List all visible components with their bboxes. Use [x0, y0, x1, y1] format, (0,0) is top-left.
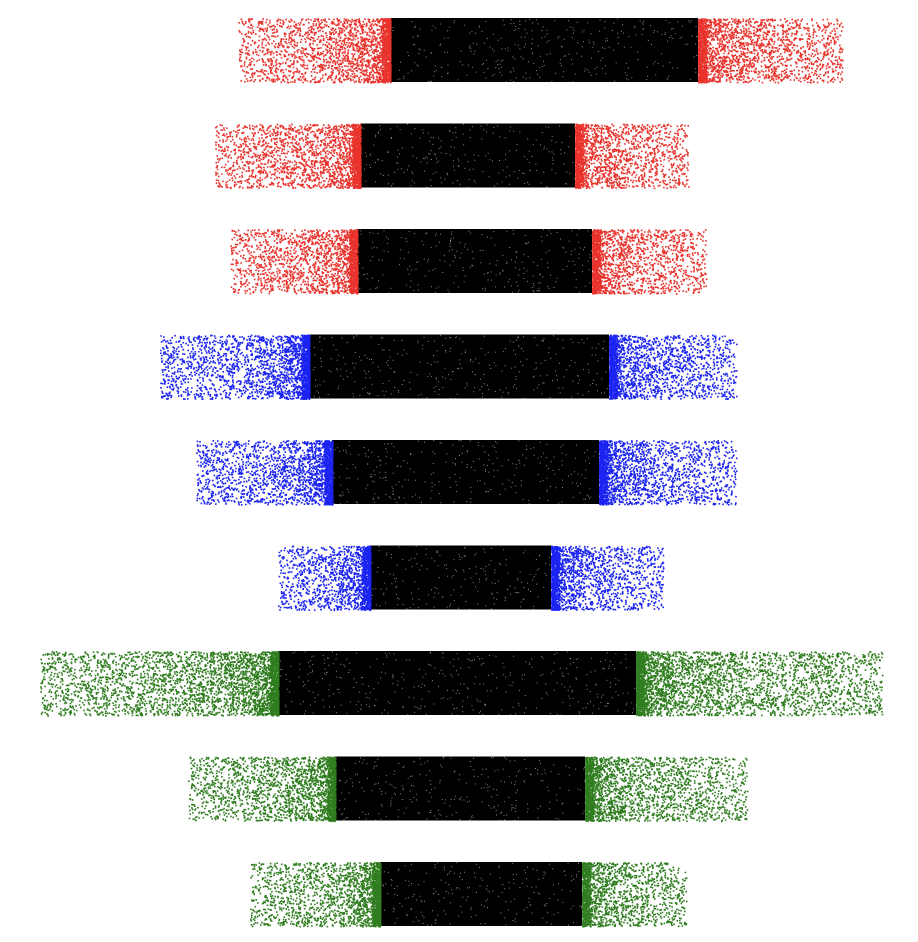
series-band-8 [188, 756, 749, 823]
series-right-tail-4 [609, 334, 738, 401]
series-left-tail-6 [278, 545, 372, 612]
series-right-tail-9 [582, 862, 688, 928]
series-band-5 [196, 440, 738, 506]
series-core-9 [380, 862, 582, 926]
series-band-1 [238, 18, 844, 84]
series-core-1 [390, 18, 698, 82]
series-right-tail-3 [592, 229, 708, 295]
series-left-tail-1 [238, 18, 392, 84]
series-left-tail-3 [230, 229, 359, 295]
series-left-tail-8 [188, 756, 337, 823]
series-right-tail-5 [599, 440, 738, 506]
series-left-tail-5 [196, 440, 334, 506]
series-core-6 [370, 545, 551, 610]
series-band-7 [40, 651, 884, 717]
series-core-2 [360, 123, 575, 188]
series-core-3 [357, 229, 592, 293]
series-band-3 [230, 229, 708, 295]
series-core-5 [332, 440, 599, 504]
series-core-8 [335, 756, 585, 821]
series-right-tail-6 [551, 545, 665, 612]
series-left-tail-4 [160, 334, 311, 401]
series-right-tail-2 [575, 123, 690, 190]
series-left-tail-7 [40, 651, 280, 717]
series-core-7 [278, 651, 636, 715]
series-band-4 [160, 334, 738, 401]
series-right-tail-7 [636, 651, 884, 717]
series-band-9 [250, 862, 688, 928]
series-right-tail-1 [698, 18, 844, 84]
series-left-tail-9 [250, 862, 382, 928]
series-band-6 [278, 545, 665, 612]
series-left-tail-2 [215, 123, 362, 190]
series-right-tail-8 [585, 756, 749, 823]
series-core-texture-5 [333, 440, 596, 505]
series-band-2 [215, 123, 690, 190]
series-core-4 [309, 334, 609, 399]
